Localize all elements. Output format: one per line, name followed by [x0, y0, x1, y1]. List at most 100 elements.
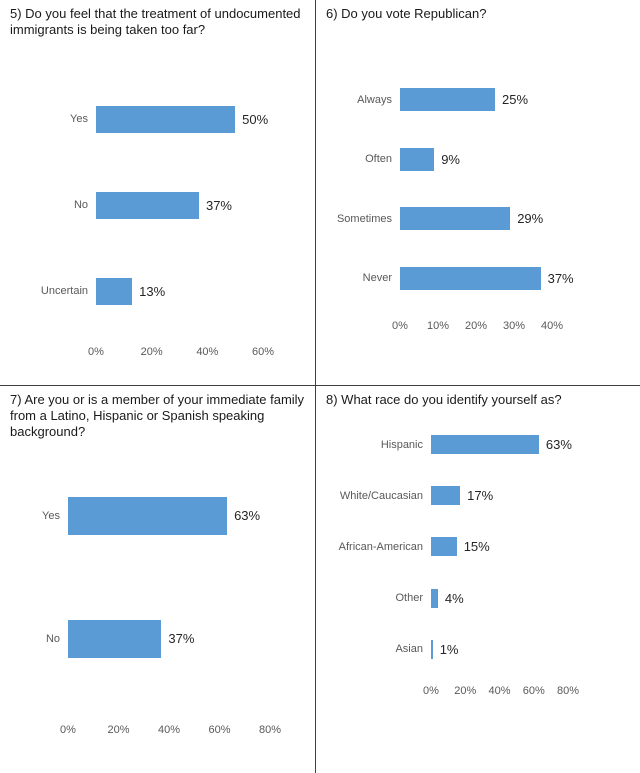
category-label: Never	[362, 272, 392, 285]
bar-row: Yes 50%	[10, 105, 305, 133]
category-label: Hispanic	[380, 438, 423, 451]
bar-row: Always 25%	[326, 88, 630, 112]
x-axis: 0% 20% 40% 60% 80%	[423, 685, 579, 701]
bar-track: 25%	[400, 88, 552, 112]
bar	[96, 191, 199, 219]
bars-area: Yes 63% No 37%	[10, 454, 305, 700]
value-label: 63%	[234, 508, 261, 523]
bar-track: 4%	[431, 588, 568, 608]
bar	[431, 435, 539, 455]
bar-row: No 37%	[10, 619, 305, 658]
axis-tick-label: 20%	[454, 685, 477, 697]
axis-tick-label: 40%	[488, 685, 511, 697]
bar	[431, 639, 433, 659]
axis-tick-label: 30%	[502, 320, 526, 332]
value-label: 9%	[441, 151, 460, 167]
category-label: No	[73, 199, 88, 211]
bar-track: 9%	[400, 147, 552, 171]
bar-track: 37%	[400, 266, 574, 290]
value-label: 37%	[168, 631, 195, 646]
bar	[431, 588, 438, 608]
bar-row: Never 37%	[326, 266, 630, 290]
value-label: 63%	[545, 437, 572, 453]
axis-tick-label: 20%	[107, 724, 130, 736]
bar-row: Sometimes 29%	[326, 207, 630, 231]
bar-track: 63%	[431, 435, 572, 455]
bar-track: 63%	[68, 496, 270, 535]
axis-tick-label: 80%	[556, 685, 580, 697]
axis-tick-label: 40%	[157, 724, 181, 736]
value-label: 15%	[463, 539, 490, 555]
axis-tick-label: 60%	[251, 346, 275, 358]
bars-area: Hispanic 63% White/Caucasian 17% African-Ame…	[326, 419, 630, 675]
category-label: White/Caucasian	[339, 489, 423, 502]
x-axis: 0% 20% 40% 60%	[88, 346, 274, 362]
chart-title-q8: 8) What race do you identify yourself as…	[326, 392, 562, 407]
value-label: 37%	[205, 197, 232, 213]
bar	[400, 147, 435, 171]
bar-track: 29%	[400, 207, 552, 231]
bar-row: No 37%	[10, 191, 305, 219]
x-axis: 0% 20% 40% 60% 80%	[60, 724, 281, 740]
chart-title-q6: 6) Do you vote Republican?	[326, 6, 487, 21]
bar	[68, 619, 162, 658]
category-label: Yes	[70, 113, 88, 125]
value-label: 50%	[242, 111, 269, 127]
category-label: Sometimes	[336, 212, 392, 225]
bar-row: Asian 1%	[326, 639, 630, 659]
bar	[431, 537, 457, 557]
bar-track: 50%	[96, 105, 268, 133]
axis-tick-label: 40%	[196, 346, 219, 358]
category-label: Often	[365, 153, 392, 166]
bar	[431, 486, 461, 506]
bar-track: 37%	[96, 191, 263, 219]
bar-track: 1%	[431, 639, 568, 659]
category-label: Other	[395, 592, 423, 605]
bar	[96, 277, 133, 305]
chart-panel-q5: 5) Do you feel that the treatment of und…	[0, 0, 316, 386]
axis-tick-label: 20%	[140, 346, 163, 358]
axis-tick-label: 20%	[464, 320, 488, 332]
value-label: 1%	[439, 641, 459, 657]
bar-row: White/Caucasian 17%	[326, 486, 630, 506]
category-label: African-American	[338, 540, 423, 553]
bar	[400, 207, 511, 231]
axis-tick-label: 80%	[258, 724, 282, 736]
bar	[68, 496, 228, 535]
bar-chart-q5: Yes 50% No 37% Uncertain 13% 0% 20% 40% 60%	[10, 76, 305, 362]
category-label: No	[45, 632, 60, 645]
axis-tick-label: 10%	[426, 320, 450, 332]
bar-track: 15%	[431, 537, 568, 557]
value-label: 29%	[517, 211, 544, 227]
bars-area: Yes 50% No 37% Uncertain 13%	[10, 76, 305, 334]
bar	[400, 266, 541, 290]
value-label: 25%	[502, 92, 529, 108]
axis-tick-label: 60%	[522, 685, 545, 697]
chart-panel-q7: 7) Are you or is a member of your immedi…	[0, 386, 316, 773]
bar-track: 37%	[68, 619, 270, 658]
bar-row: Often 9%	[326, 147, 630, 171]
value-label: 4%	[444, 590, 464, 606]
value-label: 37%	[547, 270, 574, 286]
category-label: Yes	[42, 509, 60, 522]
bar-row: African-American 15%	[326, 537, 630, 557]
axis-tick-label: 0%	[88, 346, 104, 358]
chart-panel-q8: 8) What race do you identify yourself as…	[316, 386, 640, 773]
bar	[96, 105, 236, 133]
chart-title-q7: 7) Are you or is a member of your immedi…	[10, 392, 305, 439]
bar-row: Yes 63%	[10, 496, 305, 535]
bar-chart-q8: Hispanic 63% White/Caucasian 17% African-Ame…	[326, 419, 630, 701]
bar-chart-q6: Always 25% Often 9% Sometimes 29% Never 37% 0% 1…	[326, 70, 630, 336]
bar-track: 13%	[96, 277, 263, 305]
axis-tick-label: 0%	[60, 724, 76, 736]
bar-row: Hispanic 63%	[326, 435, 630, 455]
bar	[400, 88, 495, 112]
value-label: 17%	[467, 488, 494, 504]
category-label: Always	[357, 93, 392, 106]
axis-tick-label: 0%	[423, 685, 439, 697]
bar-row: Other 4%	[326, 588, 630, 608]
category-label: Uncertain	[40, 285, 88, 297]
value-label: 13%	[139, 283, 166, 299]
axis-tick-label: 0%	[392, 320, 408, 332]
